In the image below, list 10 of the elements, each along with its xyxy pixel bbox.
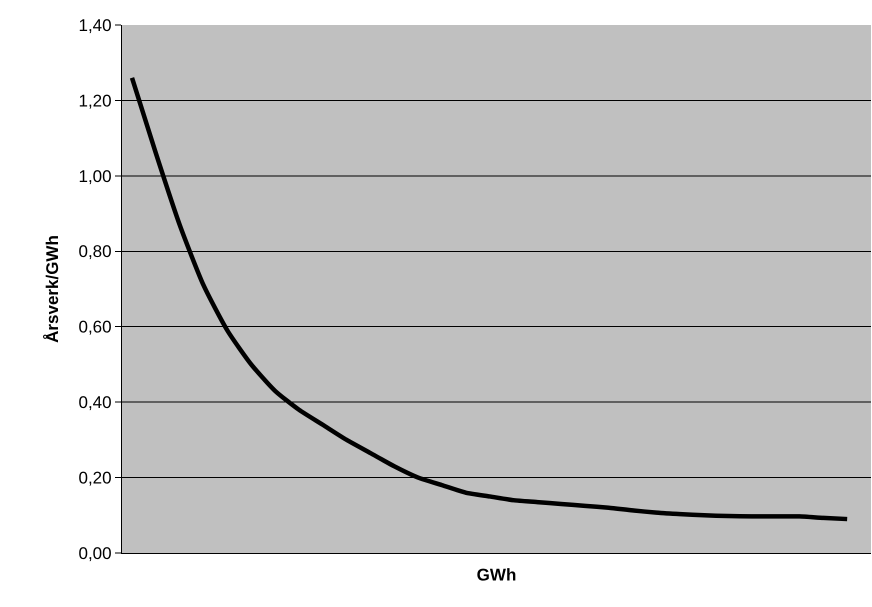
y-axis-title: Årsverk/GWh — [43, 235, 62, 343]
x-axis-title: GWh — [476, 565, 516, 584]
y-tick-label: 0,40 — [78, 393, 112, 412]
y-tick-label: 0,80 — [78, 242, 112, 262]
y-tick-label: 0,20 — [78, 468, 112, 488]
y-tick-label: 0,00 — [78, 544, 112, 563]
y-tick-label: 1,00 — [78, 166, 112, 186]
y-tick-label: 1,40 — [78, 16, 112, 35]
y-tick-label: 1,20 — [78, 91, 112, 110]
y-tick-label: 0,60 — [78, 318, 112, 337]
